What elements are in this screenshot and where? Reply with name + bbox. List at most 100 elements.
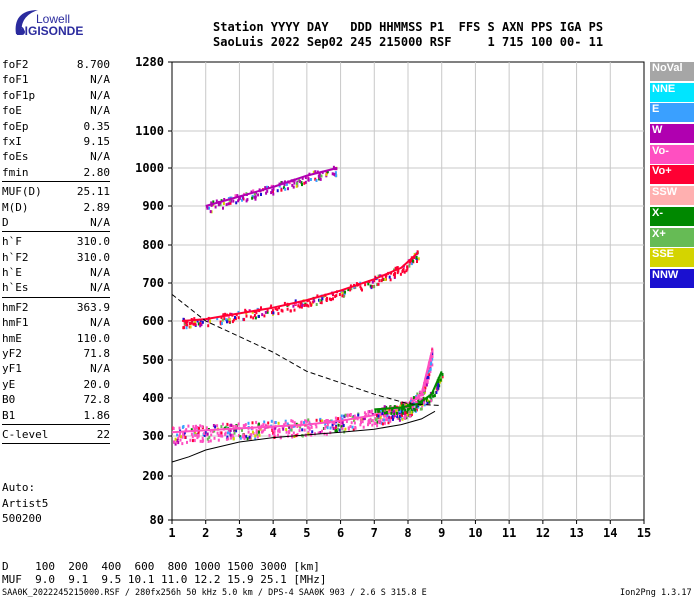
echo-point: [402, 410, 405, 414]
echo-point: [391, 414, 394, 418]
echo-point: [243, 318, 246, 322]
echo-point: [390, 411, 393, 415]
param-value: N/A: [90, 266, 110, 280]
echo-point: [334, 426, 337, 430]
logo-swoosh-icon: [15, 10, 38, 35]
muf-row: MUF 9.0 9.1 9.5 10.1 11.0 12.2 15.9 25.1…: [2, 573, 327, 586]
echo-point: [293, 308, 296, 312]
param-row: foF2 8.700: [2, 57, 110, 72]
echo-point: [367, 410, 370, 414]
echo-point: [382, 412, 385, 416]
echo-point: [426, 401, 429, 405]
echo-point: [384, 274, 387, 278]
echo-trace-line: [182, 251, 419, 322]
echo-point: [389, 416, 392, 420]
echo-point: [383, 405, 386, 409]
echo-point: [395, 409, 398, 413]
echo-point: [410, 411, 413, 414]
echo-point: [234, 194, 237, 198]
echo-point: [226, 320, 228, 324]
echo-point: [183, 326, 185, 330]
echo-point: [252, 189, 255, 193]
echo-point: [386, 418, 389, 421]
echo-point: [235, 201, 238, 205]
echo-point: [318, 176, 321, 180]
echo-point: [230, 199, 233, 203]
echo-point: [428, 373, 431, 377]
param-row: h`E N/A: [2, 265, 110, 280]
param-label: B0: [2, 393, 16, 407]
echo-point: [273, 429, 276, 433]
param-label: MUF(D): [2, 185, 42, 199]
param-separator: [2, 296, 110, 298]
param-label: C-level: [2, 427, 49, 441]
echo-point: [326, 419, 329, 422]
echo-point: [256, 435, 259, 439]
echo-point: [367, 413, 370, 417]
echo-point: [220, 316, 223, 319]
param-value: 2.80: [83, 165, 111, 179]
echo-point: [326, 426, 329, 430]
echo-point: [271, 309, 274, 313]
echo-point: [323, 427, 326, 430]
echo-point: [197, 322, 200, 326]
echo-point: [244, 308, 247, 312]
echo-point: [210, 433, 213, 437]
echo-point: [281, 425, 284, 429]
echo-point: [402, 403, 405, 407]
echo-point: [206, 432, 209, 436]
echo-point: [320, 301, 323, 305]
echo-point: [261, 313, 264, 317]
echo-point: [396, 416, 399, 420]
echo-point: [300, 420, 303, 424]
echo-point: [385, 405, 388, 409]
echo-point: [429, 364, 432, 368]
echo-point: [234, 316, 236, 319]
echo-point: [286, 422, 289, 426]
echo-point: [219, 434, 222, 438]
echo-point: [255, 191, 257, 195]
echo-point: [245, 314, 248, 318]
echo-point: [397, 416, 400, 420]
legend-item: NNE: [650, 82, 694, 102]
echo-point: [421, 393, 424, 396]
echo-point: [388, 415, 391, 419]
echo-point: [197, 434, 200, 438]
echo-point: [292, 304, 295, 308]
echo-point: [285, 428, 288, 431]
echo-point: [176, 438, 179, 442]
echo-point: [355, 282, 358, 286]
echo-point: [410, 397, 413, 401]
echo-point: [241, 428, 243, 432]
echo-point: [199, 324, 202, 328]
echo-point: [406, 413, 409, 416]
echo-point: [313, 299, 316, 303]
echo-point: [226, 318, 229, 322]
echo-point: [252, 316, 255, 320]
echo-point: [350, 287, 353, 291]
echo-point: [182, 317, 185, 321]
echo-point: [258, 433, 261, 437]
echo-point: [352, 428, 355, 432]
echo-point: [312, 300, 315, 304]
distance-row: D 100 200 400 600 800 1000 1500 3000 [km…: [2, 560, 320, 573]
echo-point: [374, 418, 377, 422]
echo-point: [374, 412, 377, 416]
echo-point: [396, 266, 399, 270]
y-tick-label: 400: [142, 391, 164, 405]
echo-point: [406, 410, 409, 414]
echo-point: [190, 321, 193, 325]
echo-point: [228, 317, 231, 321]
echo-point: [254, 437, 257, 441]
x-tick-label: 4: [270, 526, 277, 540]
echo-point: [392, 273, 395, 277]
echo-point: [253, 192, 256, 196]
param-label: yF1: [2, 362, 22, 376]
echo-point: [282, 427, 285, 431]
echo-point: [186, 440, 188, 444]
legend-item: X-: [650, 206, 694, 226]
echo-point: [379, 416, 382, 420]
echo-point: [407, 405, 409, 409]
echo-point: [319, 431, 322, 434]
echo-point: [321, 297, 324, 301]
